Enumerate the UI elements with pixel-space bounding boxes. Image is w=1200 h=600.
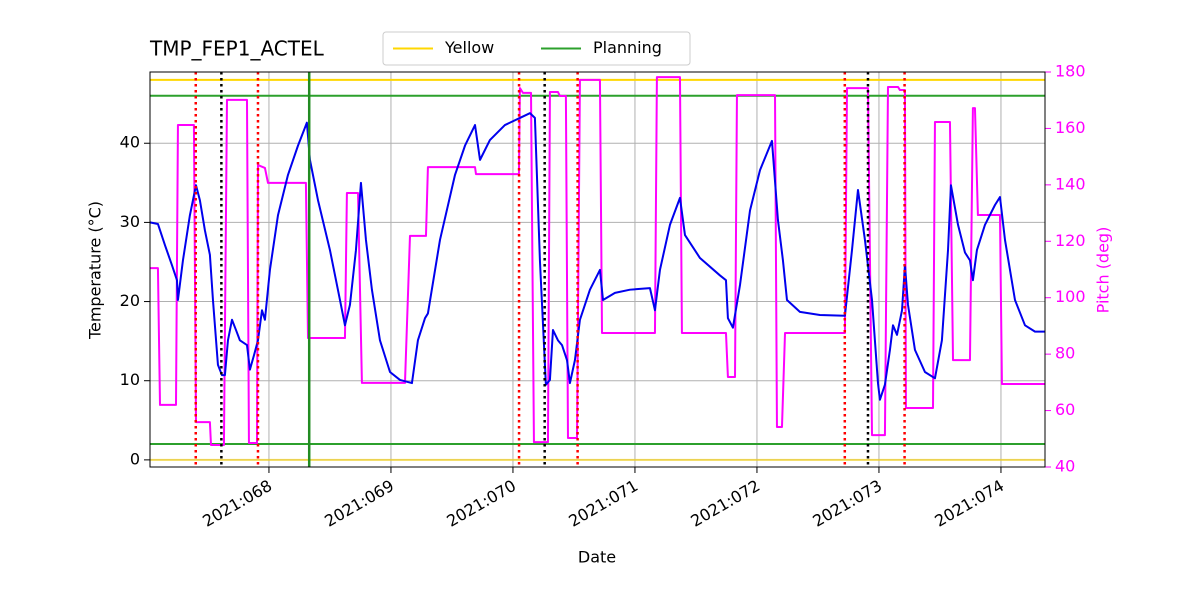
x-tick-label: 2021:072 bbox=[687, 476, 763, 531]
plot-frame bbox=[149, 71, 1046, 468]
x-tick-label: 2021:071 bbox=[565, 476, 641, 531]
y-tick-label: 10 bbox=[120, 370, 140, 389]
y2-tick-label: 80 bbox=[1055, 344, 1075, 363]
y2-tick-label: 160 bbox=[1055, 118, 1086, 137]
chart-title: TMP_FEP1_ACTEL bbox=[149, 37, 325, 61]
y-tick-label: 40 bbox=[120, 133, 140, 152]
legend-label: Yellow bbox=[444, 38, 494, 57]
y-tick-label: 0 bbox=[130, 449, 140, 468]
y2-tick-label: 40 bbox=[1055, 457, 1075, 476]
x-tick-label: 2021:070 bbox=[443, 476, 519, 531]
legend-box bbox=[382, 31, 691, 66]
legend-label: Planning bbox=[593, 38, 662, 57]
x-tick-label: 2021:069 bbox=[321, 476, 397, 531]
y-axis-label: Temperature (°C) bbox=[86, 201, 105, 340]
y2-tick-label: 140 bbox=[1055, 174, 1086, 193]
x-axis-label: Date bbox=[578, 548, 616, 567]
y-tick-label: 30 bbox=[120, 212, 140, 231]
x-tick-label: 2021:068 bbox=[199, 476, 275, 531]
y-tick-label: 20 bbox=[120, 291, 140, 310]
y2-axis-label: Pitch (deg) bbox=[1094, 227, 1113, 314]
series-line bbox=[150, 76, 1045, 446]
x-tick-label: 2021:073 bbox=[809, 476, 885, 531]
x-tick-label: 2021:074 bbox=[931, 476, 1007, 531]
series-line bbox=[149, 112, 1045, 401]
y2-tick-label: 180 bbox=[1055, 62, 1086, 81]
y2-tick-label: 100 bbox=[1055, 287, 1086, 306]
y2-tick-label: 120 bbox=[1055, 231, 1086, 250]
y2-tick-label: 60 bbox=[1055, 400, 1075, 419]
